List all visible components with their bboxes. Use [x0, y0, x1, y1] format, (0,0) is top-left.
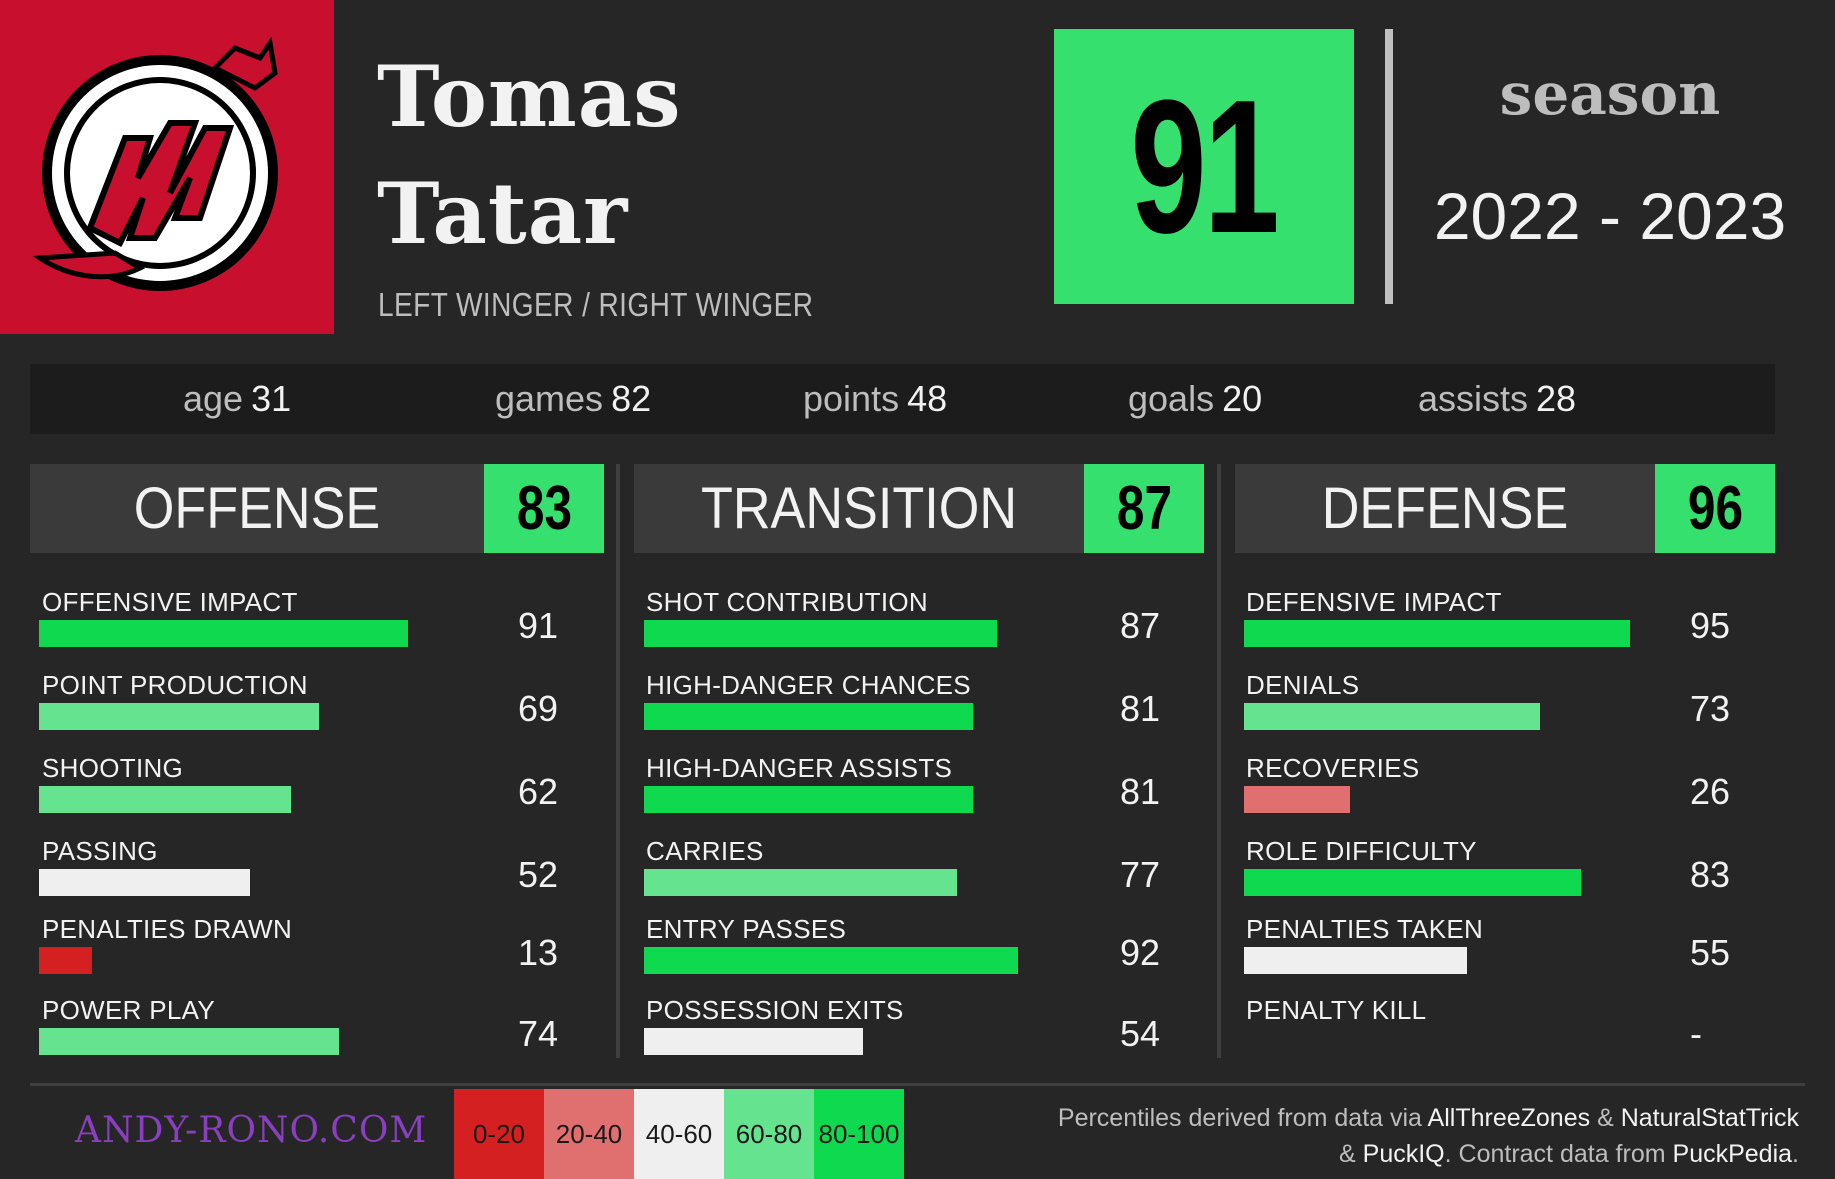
defense-header: DEFENSE 96: [1235, 464, 1775, 553]
footer-divider: [30, 1083, 1805, 1086]
metric-value-role-difficulty: 83: [1690, 854, 1731, 895]
column-divider: [616, 464, 620, 1058]
season-years: 2022 - 2023: [1433, 179, 1787, 253]
legend-item: 40-60: [634, 1089, 724, 1179]
metric-bar-offensive-impact: [39, 620, 408, 647]
metric-bar-shot-contribution: [644, 620, 997, 647]
metric-label-high-danger-chances: HIGH-DANGER CHANCES: [646, 670, 971, 700]
metric-bar-defensive-impact: [1244, 620, 1630, 647]
header-divider: [1385, 29, 1393, 304]
metric-bar-penalties-taken: [1244, 947, 1467, 974]
metric-value-recoveries: 26: [1690, 771, 1731, 812]
metric-bar-passing: [39, 869, 250, 896]
offense-score: 83: [484, 464, 604, 553]
metric-label-role-difficulty: ROLE DIFFICULTY: [1246, 836, 1477, 866]
stat-assists: assists 28: [1418, 378, 1577, 419]
metric-label-power-play: POWER PLAY: [42, 995, 216, 1025]
metric-value-penalties-drawn: 13: [518, 932, 559, 973]
metric-label-shooting: SHOOTING: [42, 753, 184, 783]
metric-value-possession-exits: 54: [1120, 1013, 1161, 1054]
metric-value-carries: 77: [1120, 854, 1161, 895]
metric-bar-recoveries: [1244, 786, 1350, 813]
metric-value-passing: 52: [518, 854, 559, 895]
metric-bar-denials: [1244, 703, 1540, 730]
metric-label-penalties-taken: PENALTIES TAKEN: [1246, 914, 1484, 944]
metric-bar-possession-exits: [644, 1028, 863, 1055]
metric-label-carries: CARRIES: [646, 836, 764, 866]
devils-logo-icon: [32, 36, 278, 291]
transition-title: TRANSITION: [700, 476, 1018, 541]
metric-bar-penalties-drawn: [39, 947, 92, 974]
legend-item: 60-80: [724, 1089, 814, 1179]
site-link[interactable]: ANDY-RONO.COM: [75, 1110, 428, 1151]
metric-label-possession-exits: POSSESSION EXITS: [646, 995, 904, 1025]
legend-item: 20-40: [544, 1089, 634, 1179]
metric-bar-power-play: [39, 1028, 339, 1055]
metric-value-high-danger-assists: 81: [1120, 771, 1161, 812]
metric-label-defensive-impact: DEFENSIVE IMPACT: [1246, 587, 1502, 617]
overall-rating: 91: [1130, 60, 1280, 273]
metric-label-penalty-kill: PENALTY KILL: [1246, 995, 1427, 1025]
stat-age: age 31: [183, 378, 292, 419]
metric-label-shot-contribution: SHOT CONTRIBUTION: [646, 587, 928, 617]
metric-value-penalty-kill: -: [1690, 1013, 1702, 1054]
transition-header: TRANSITION 87: [634, 464, 1204, 553]
metric-bar-entry-passes: [644, 947, 1018, 974]
transition-score: 87: [1084, 464, 1204, 553]
metric-label-entry-passes: ENTRY PASSES: [646, 914, 847, 944]
metric-label-offensive-impact: OFFENSIVE IMPACT: [42, 587, 298, 617]
metric-bar-high-danger-chances: [644, 703, 973, 730]
metric-bar-high-danger-assists: [644, 786, 973, 813]
player-first-name: Tomas: [377, 47, 682, 146]
metric-value-penalties-taken: 55: [1690, 932, 1731, 973]
overall-rating-badge: 91: [1054, 29, 1354, 304]
metric-value-defensive-impact: 95: [1690, 605, 1731, 646]
offense-header: OFFENSE 83: [30, 464, 604, 553]
metric-value-point-production: 69: [518, 688, 559, 729]
metric-value-shooting: 62: [518, 771, 559, 812]
metric-label-high-danger-assists: HIGH-DANGER ASSISTS: [646, 753, 953, 783]
season-label: season: [1499, 60, 1721, 128]
stat-games: games 82: [495, 378, 652, 419]
stat-goals: goals 20: [1128, 378, 1263, 419]
column-divider: [1217, 464, 1221, 1058]
legend-item: 0-20: [454, 1089, 544, 1179]
metric-label-point-production: POINT PRODUCTION: [42, 670, 308, 700]
player-last-name: Tatar: [377, 164, 629, 263]
legend-item: 80-100: [814, 1089, 904, 1179]
metric-value-high-danger-chances: 81: [1120, 688, 1161, 729]
team-logo: [0, 0, 334, 334]
metric-bar-shooting: [39, 786, 291, 813]
metric-bar-role-difficulty: [1244, 869, 1581, 896]
metric-bar-point-production: [39, 703, 319, 730]
metric-value-entry-passes: 92: [1120, 932, 1161, 973]
metric-bar-carries: [644, 869, 957, 896]
metric-label-recoveries: RECOVERIES: [1246, 753, 1420, 783]
player-position: LEFT WINGER / RIGHT WINGER: [378, 286, 814, 323]
stat-points: points 48: [803, 378, 948, 419]
metric-label-passing: PASSING: [42, 836, 158, 866]
metric-value-shot-contribution: 87: [1120, 605, 1161, 646]
metric-value-offensive-impact: 91: [518, 605, 559, 646]
offense-title: OFFENSE: [133, 476, 381, 541]
defense-title: DEFENSE: [1321, 476, 1569, 541]
metric-label-penalties-drawn: PENALTIES DRAWN: [42, 914, 293, 944]
data-source-note: Percentiles derived from data via AllThr…: [1057, 1104, 1799, 1168]
metric-value-denials: 73: [1690, 688, 1731, 729]
metric-label-denials: DENIALS: [1246, 670, 1360, 700]
defense-score: 96: [1655, 464, 1775, 553]
stats-bar: [30, 364, 1775, 434]
metric-value-power-play: 74: [518, 1013, 559, 1054]
